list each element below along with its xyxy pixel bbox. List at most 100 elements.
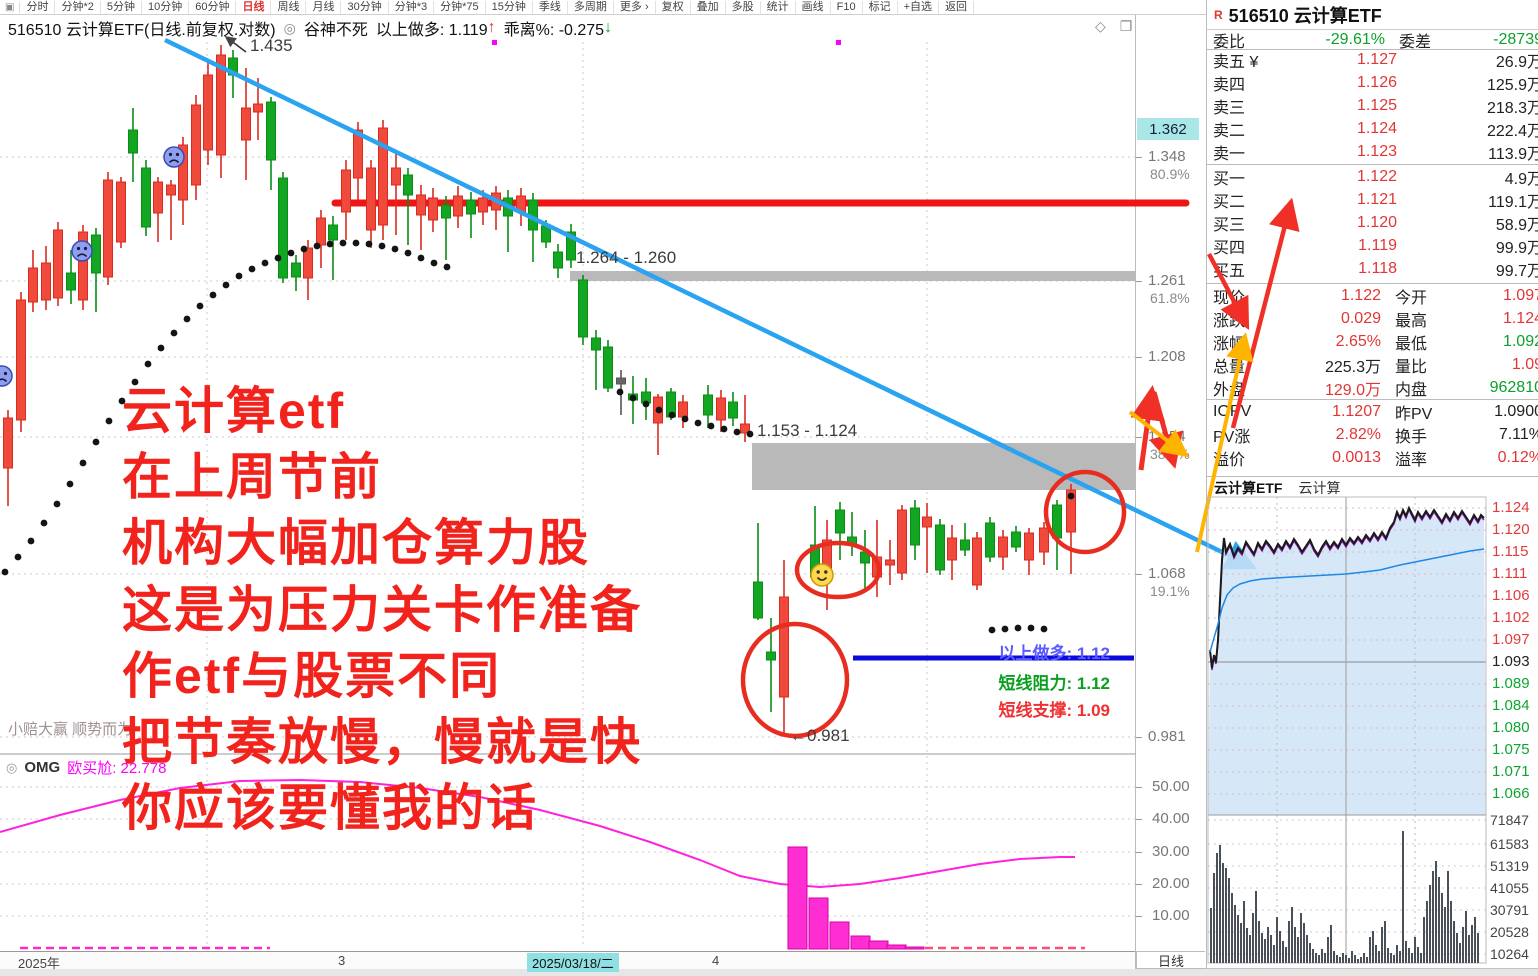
axis-fib-label: 38.2% [1150,446,1190,462]
toolbar-item-22[interactable]: +自选 [898,0,940,14]
bid-list: 买一 1.122 4.9万 买二 1.121 119.1万 买三 1.120 58.9万 买四 1.… [1206,164,1538,281]
toolbar-item-6[interactable]: 周线 [271,0,307,14]
date-axis-label: 2025年 [18,956,60,971]
mini-volume-label: 30791 [1490,902,1529,918]
window-icon[interactable]: ▣ [0,1,21,13]
mini-price-label: 1.111 [1492,565,1528,582]
axis-label: 1.208 [1148,348,1186,365]
mini-price-label: 1.106 [1492,587,1530,604]
axis-tick [1136,819,1142,820]
mini-volume-label: 20528 [1490,924,1529,940]
omg-value-label: 欧买尬: 22.778 [67,760,167,777]
info-row: 外盘 129.0万 内盘 962810 [1213,378,1538,399]
chart-title: 516510 云计算ETF(日线.前复权.对数) [8,22,276,39]
low-price-label: ←0.981 [790,726,850,745]
toolbar-item-11[interactable]: 15分钟 [486,0,533,14]
axis-fib-label: 19.1% [1150,583,1190,599]
toolbar-item-19[interactable]: 画线 [796,0,831,14]
diamond-icon[interactable]: ◇ [1095,18,1106,34]
ask-row[interactable]: 卖三 1.125 218.3万 [1213,96,1538,117]
chart-header: 516510 云计算ETF(日线.前复权.对数) ◎ 谷神不死 以上做多: 1.… [0,14,1135,42]
bid-row[interactable]: 买二 1.121 119.1万 [1213,190,1538,211]
toolbar-item-23[interactable]: 返回 [939,0,975,14]
mini-price-label: 1.120 [1492,521,1530,538]
bottom-scrollbar[interactable] [0,968,1538,976]
toolbar-item-14[interactable]: 更多 › [614,0,656,14]
toolbar-item-21[interactable]: 标记 [863,0,898,14]
axis-tick [1136,357,1142,358]
axis-label: 1.261 [1148,272,1186,289]
toolbar-item-3[interactable]: 10分钟 [142,0,190,14]
axis-label: 1.068 [1148,565,1186,582]
axis-tick [1136,281,1142,282]
ask-row[interactable]: 卖四 1.126 125.9万 [1213,73,1538,94]
axis-label-lower: 30.00 [1152,843,1190,860]
period-toolbar: ▣ 分时 分钟*2 5分钟 10分钟 60分钟 日线 周线 月线 30分钟 分钟*3 分钟*75 15… [0,0,1206,15]
mini-price-label: 1.084 [1492,697,1530,714]
mini-volume-label: 71847 [1490,812,1529,828]
axis-tick [1136,437,1142,438]
axis-tick [1136,852,1142,853]
annotation-line: 这是为压力关卡作准备 [122,582,642,638]
mini-price-label: 1.102 [1492,609,1530,626]
bid-row[interactable]: 买三 1.120 58.9万 [1213,213,1538,234]
toolbar-item-15[interactable]: 复权 [656,0,691,14]
mini-price-label: 1.093 [1492,653,1530,670]
toolbar-item-0[interactable]: 分时 [20,0,56,14]
toolbar-item-5[interactable]: 日线 [236,0,272,14]
toolbar-item-20[interactable]: F10 [831,0,863,14]
axis-tick [1136,787,1142,788]
axis-fib-label: 61.8% [1150,290,1190,306]
info-row: 涨幅2.65%最低1.092 [1213,332,1538,353]
annotation-line: 在上周节前 [122,449,382,505]
toolbar-item-16[interactable]: 叠加 [691,0,726,14]
toolbar-item-2[interactable]: 5分钟 [101,0,142,14]
layout-icon[interactable]: ❐ [1119,18,1133,34]
ask-row[interactable]: 卖一 1.123 113.9万 [1213,143,1538,164]
bid-row[interactable]: 买一 1.122 4.9万 [1213,167,1538,188]
r-flag: R [1214,8,1223,22]
mini-volume-label: 61583 [1490,836,1529,852]
indicator-name[interactable]: 谷神不死 [303,22,368,39]
long-signal-label: 以上做多: 1.119 [375,22,488,39]
bid-row[interactable]: 买四 1.119 99.9万 [1213,237,1538,258]
toolbar-item-7[interactable]: 月线 [306,0,342,14]
mini-volume-label: 41055 [1490,880,1529,896]
level-line-label: 以上做多: 1.12 [998,644,1110,663]
toolbar-item-8[interactable]: 30分钟 [341,0,389,14]
quote-info-grid: 现价1.122今开1.097涨跌0.029最高1.124涨幅2.65%最低1.0… [1206,283,1538,470]
toolbar-item-12[interactable]: 季线 [533,0,568,14]
bias-label: 乖离%: -0.275 [503,22,605,39]
toolbar-item-13[interactable]: 多周期 [568,0,614,14]
omg-name[interactable]: OMG [24,759,61,776]
omg-indicator-row: ◎ OMG 欧买尬: 22.778 [6,757,166,778]
toolbar-item-10[interactable]: 分钟*75 [434,0,486,14]
quote-panel-title: 516510 云计算ETF [1228,6,1382,26]
annotation-line: 把节奏放慢，慢就是快 [122,714,642,770]
collapse-icon[interactable]: ◎ [283,19,296,36]
down-arrow-icon: ↓ [604,19,613,36]
mini-price-label: 1.071 [1492,763,1530,780]
mini-chart-header: 云计算ETF 云计算 [1214,479,1340,497]
axis-label: 0.981 [1148,728,1186,745]
omg-collapse-icon[interactable]: ◎ [6,759,18,775]
mini-price-label: 1.066 [1492,785,1530,802]
mini-price-label: 1.080 [1492,719,1530,736]
ask-row[interactable]: 卖二 1.124 222.4万 [1213,120,1538,141]
period-selector[interactable]: 日线 [1136,951,1205,969]
toolbar-item-9[interactable]: 分钟*3 [389,0,435,14]
up-arrow-icon: ↑ [487,19,496,36]
toolbar-item-18[interactable]: 统计 [761,0,796,14]
toolbar-item-1[interactable]: 分钟*2 [55,0,101,14]
toolbar-item-4[interactable]: 60分钟 [189,0,237,14]
ask-row[interactable]: 卖五 ¥1.127 26.9万 [1213,50,1538,71]
bid-row[interactable]: 买五 1.118 99.7万 [1213,260,1538,281]
axis-tick [1136,884,1142,885]
axis-label-lower: 50.00 [1152,778,1190,795]
toolbar-item-17[interactable]: 多股 [726,0,761,14]
resistance-zone2-label: 1.153 - 1.124 [757,421,858,440]
